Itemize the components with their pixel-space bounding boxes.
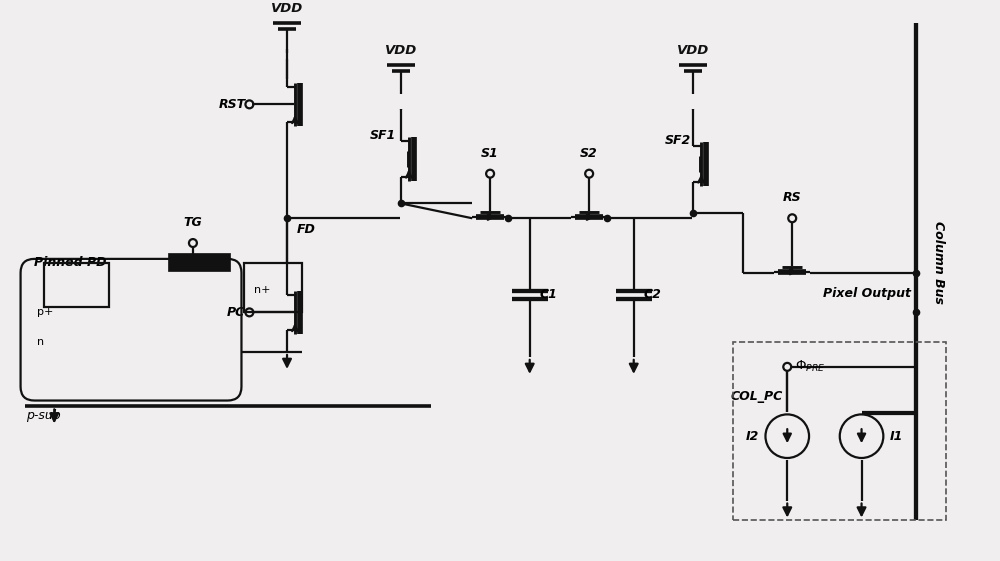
Text: COL_PC: COL_PC — [730, 390, 782, 403]
Text: TG: TG — [184, 216, 202, 229]
Text: n+: n+ — [254, 284, 271, 295]
Text: Column Bus: Column Bus — [932, 222, 945, 305]
Bar — [733, 342, 946, 521]
Text: p-sub: p-sub — [27, 410, 61, 422]
Text: S2: S2 — [580, 147, 598, 160]
Text: S1: S1 — [481, 147, 499, 160]
Text: RS: RS — [783, 191, 802, 204]
Text: C2: C2 — [644, 288, 662, 301]
Text: I2: I2 — [746, 430, 760, 443]
Text: I1: I1 — [889, 430, 903, 443]
Text: VDD: VDD — [271, 2, 303, 15]
Text: RST: RST — [218, 98, 245, 111]
Text: PC: PC — [227, 306, 245, 319]
Text: $\Phi_{PRE}$: $\Phi_{PRE}$ — [795, 359, 826, 374]
Text: C1: C1 — [540, 288, 557, 301]
Text: VDD: VDD — [677, 44, 709, 57]
Text: VDD: VDD — [385, 44, 417, 57]
Bar — [168, 253, 230, 271]
Text: Pixel Output: Pixel Output — [823, 287, 911, 301]
Text: FD: FD — [297, 223, 316, 236]
Text: n: n — [37, 337, 45, 347]
Text: SF1: SF1 — [370, 129, 396, 142]
Text: p+: p+ — [37, 307, 54, 318]
Text: SF2: SF2 — [665, 134, 691, 147]
Text: Pinned PD: Pinned PD — [34, 256, 107, 269]
